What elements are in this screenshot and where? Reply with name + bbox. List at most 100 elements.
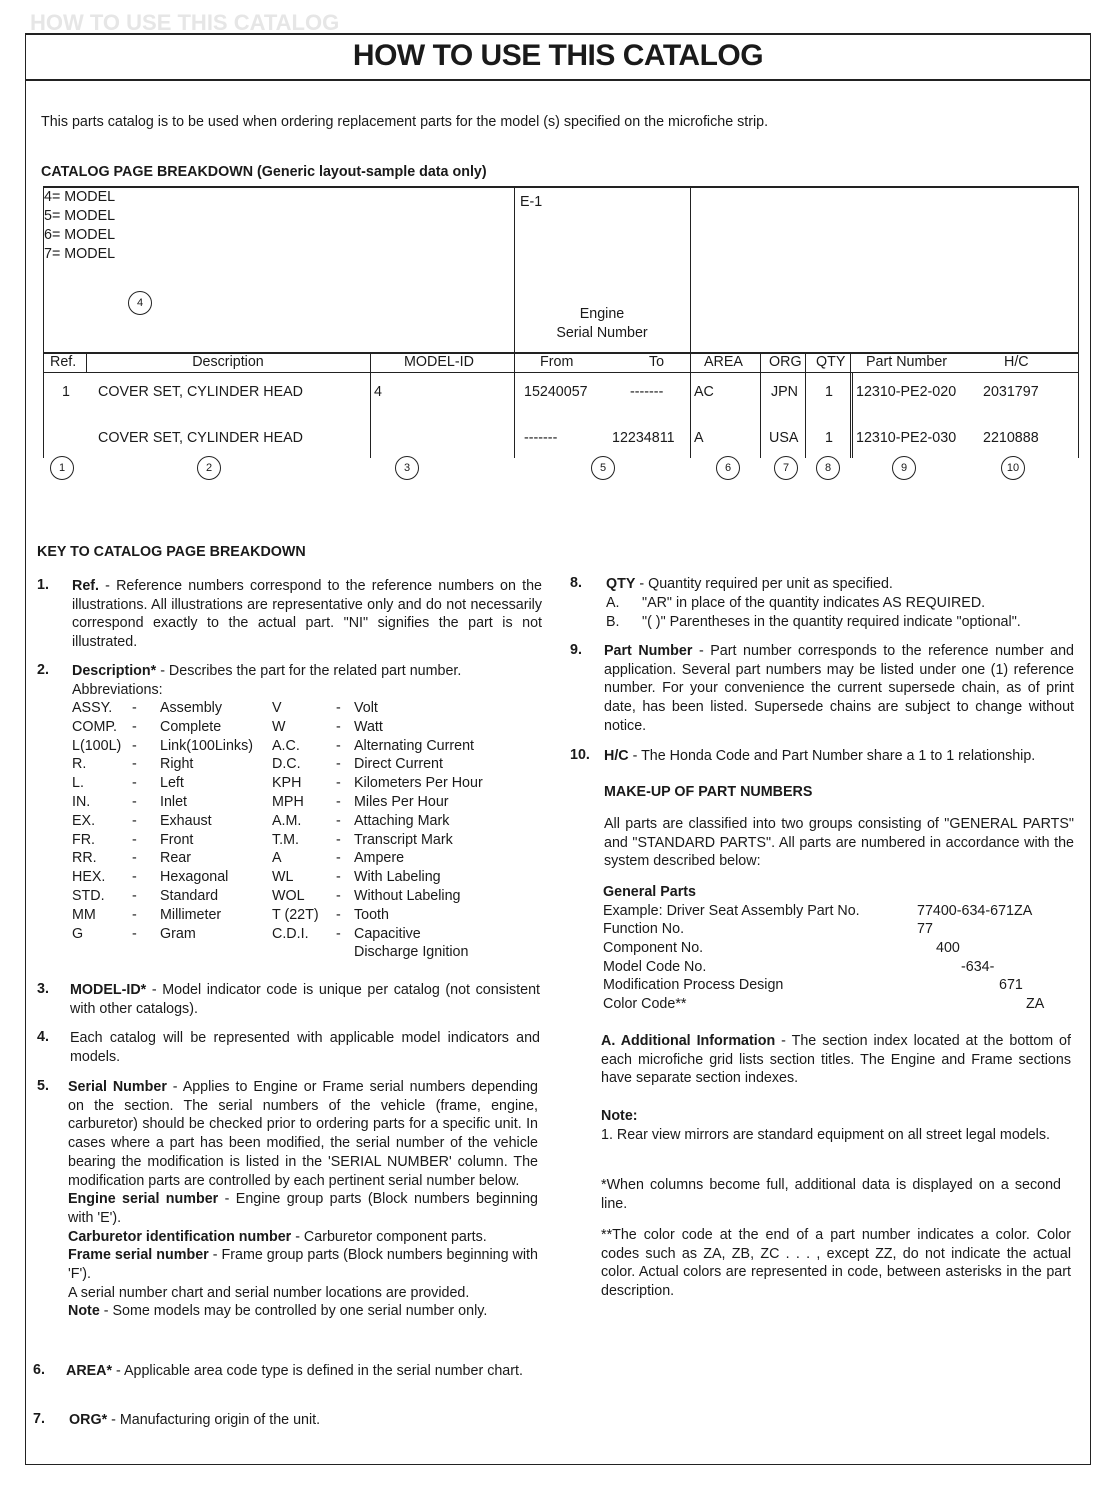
abbreviation-cell: C.D.I. <box>272 925 309 942</box>
key-item-part-number: Part Number - Part number corresponds to… <box>604 643 1074 734</box>
col-ref: Ref. <box>50 354 77 370</box>
abbreviation-cell: - <box>336 869 341 886</box>
abbreviation-cell: - <box>336 850 341 867</box>
abbreviations-table: ASSY. - Assembly V - Volt COMP. - Complete W - Watt… <box>72 699 524 962</box>
abbreviation-cell: Hexagonal <box>160 869 229 886</box>
abbreviation-cell: Right <box>160 756 194 773</box>
abbreviation-cell: Assembly <box>160 700 222 716</box>
serial-label: Serial Number <box>556 325 648 341</box>
abbreviation-cell: HEX. <box>72 869 106 886</box>
abbreviation-cell: - <box>336 700 341 716</box>
key-item-org: ORG* - Manufacturing origin of the unit. <box>69 1412 321 1428</box>
abbreviation-cell: - <box>132 775 137 792</box>
abbreviation-cell: - <box>132 793 137 810</box>
sub-text: "AR" in place of the quantity indicates … <box>642 595 986 611</box>
serial-label: Engine <box>579 306 625 322</box>
abbreviation-cell: Tooth <box>354 906 389 923</box>
item-number: 2. <box>37 662 49 678</box>
abbreviation-cell: - <box>132 869 137 886</box>
item-number: 8. <box>570 575 582 591</box>
key-item-models: Each catalog will be represented with ap… <box>70 1030 540 1065</box>
abbreviation-cell <box>132 943 160 962</box>
sub-letter: B. <box>606 614 620 630</box>
abbreviation-cell: Direct Current <box>354 756 443 773</box>
item-number: 5. <box>37 1078 49 1094</box>
abbreviation-cell: - <box>132 812 137 829</box>
breakdown-heading: CATALOG PAGE BREAKDOWN (Generic layout-s… <box>41 164 487 180</box>
col-from: From <box>540 354 574 370</box>
abbreviation-cell: Kilometers Per Hour <box>354 775 483 792</box>
callout-circle: 4 <box>128 291 152 315</box>
abbreviation-cell: Exhaust <box>160 812 212 829</box>
callout-circle: 7 <box>774 456 798 480</box>
abbreviation-cell: - <box>336 887 341 904</box>
abbreviation-cell: - <box>132 700 137 716</box>
model-line: 7= MODEL <box>44 246 116 262</box>
abbreviation-cell: Miles Per Hour <box>354 793 449 810</box>
abbreviation-cell: A.M. <box>272 812 302 829</box>
page-frame <box>25 33 1091 1465</box>
key-item-serial-number: Serial Number - Applies to Engine or Fra… <box>68 1079 539 1320</box>
abbreviation-cell: Ampere <box>354 850 405 867</box>
abbreviation-cell: RR. <box>72 850 97 867</box>
makeup-text: All parts are classified into two groups… <box>604 816 1074 870</box>
abbreviation-cell: Standard <box>160 887 219 904</box>
abbreviation-cell: - <box>336 812 341 829</box>
item-number: 1. <box>37 577 49 593</box>
general-parts-heading: General Parts <box>603 884 696 900</box>
key-item-model-id: MODEL-ID* - Model indicator code is uniq… <box>70 982 540 1017</box>
intro-text: This parts catalog is to be used when or… <box>41 114 769 130</box>
abbreviation-cell: W <box>272 718 286 735</box>
abbreviation-cell: Left <box>160 775 184 792</box>
model-line: 5= MODEL <box>44 208 116 224</box>
col-to: To <box>649 354 665 370</box>
col-hc: H/C <box>1004 354 1029 370</box>
col-qty: QTY <box>816 354 846 370</box>
abbreviation-cell: T (22T) <box>272 906 319 923</box>
abbreviation-cell: - <box>132 718 137 735</box>
abbreviation-cell: - <box>336 718 341 735</box>
abbreviation-cell: A.C. <box>272 737 300 754</box>
abbreviation-cell: Rear <box>160 850 191 867</box>
key-item-ref: Ref. - Reference numbers correspond to t… <box>72 578 542 651</box>
abbreviation-cell: - <box>132 831 137 848</box>
abbreviation-cell: Volt <box>354 700 378 716</box>
abbreviation-cell <box>336 943 354 962</box>
abbreviation-cell: MPH <box>272 793 304 810</box>
col-model-id: MODEL-ID <box>404 354 474 370</box>
abbreviation-cell: - <box>132 925 137 942</box>
general-parts: General Parts Example: Driver Seat Assem… <box>603 883 1073 1014</box>
abbreviation-cell: IN. <box>72 793 91 810</box>
abbreviation-cell <box>272 943 336 962</box>
abbreviation-cell: - <box>132 906 137 923</box>
abbreviation-cell: - <box>336 737 341 754</box>
makeup-heading: MAKE-UP OF PART NUMBERS <box>604 784 813 800</box>
page-title: HOW TO USE THIS CATALOG <box>25 33 1091 81</box>
abbreviation-cell <box>160 943 272 962</box>
abbreviation-cell: - <box>132 850 137 867</box>
faded-header-ghost: HOW TO USE THIS CATALOG <box>30 10 340 35</box>
sub-letter: A. <box>606 595 620 611</box>
abbreviation-cell: G <box>72 925 84 942</box>
abbreviation-cell: - <box>336 925 341 942</box>
abbreviation-cell: COMP. <box>72 718 118 735</box>
abbreviation-cell: Discharge Ignition <box>354 944 469 961</box>
abbreviation-cell: - <box>132 887 137 904</box>
abbreviation-cell: Complete <box>160 718 222 735</box>
abbreviation-cell: KPH <box>272 775 302 792</box>
key-item-qty: QTY - Quantity required per unit as spec… <box>606 576 893 592</box>
item-number: 3. <box>37 981 49 997</box>
star-note: *When columns become full, additional da… <box>601 1177 1061 1212</box>
key-item-area: AREA* - Applicable area code type is def… <box>66 1363 523 1379</box>
abbreviation-cell: Millimeter <box>160 906 222 923</box>
abbreviation-cell: Watt <box>354 718 383 735</box>
item-number: 4. <box>37 1029 49 1045</box>
abbreviation-cell: T.M. <box>272 831 300 848</box>
note-text: 1. Rear view mirrors are standard equipm… <box>601 1127 1050 1143</box>
callout-circle: 8 <box>816 456 840 480</box>
abbreviation-cell: Without Labeling <box>354 887 461 904</box>
abbreviation-cell: Inlet <box>160 793 188 810</box>
abbreviation-cell: V <box>272 700 282 716</box>
abbreviation-cell: L(100L) <box>72 737 122 754</box>
abbreviation-cell: - <box>336 793 341 810</box>
